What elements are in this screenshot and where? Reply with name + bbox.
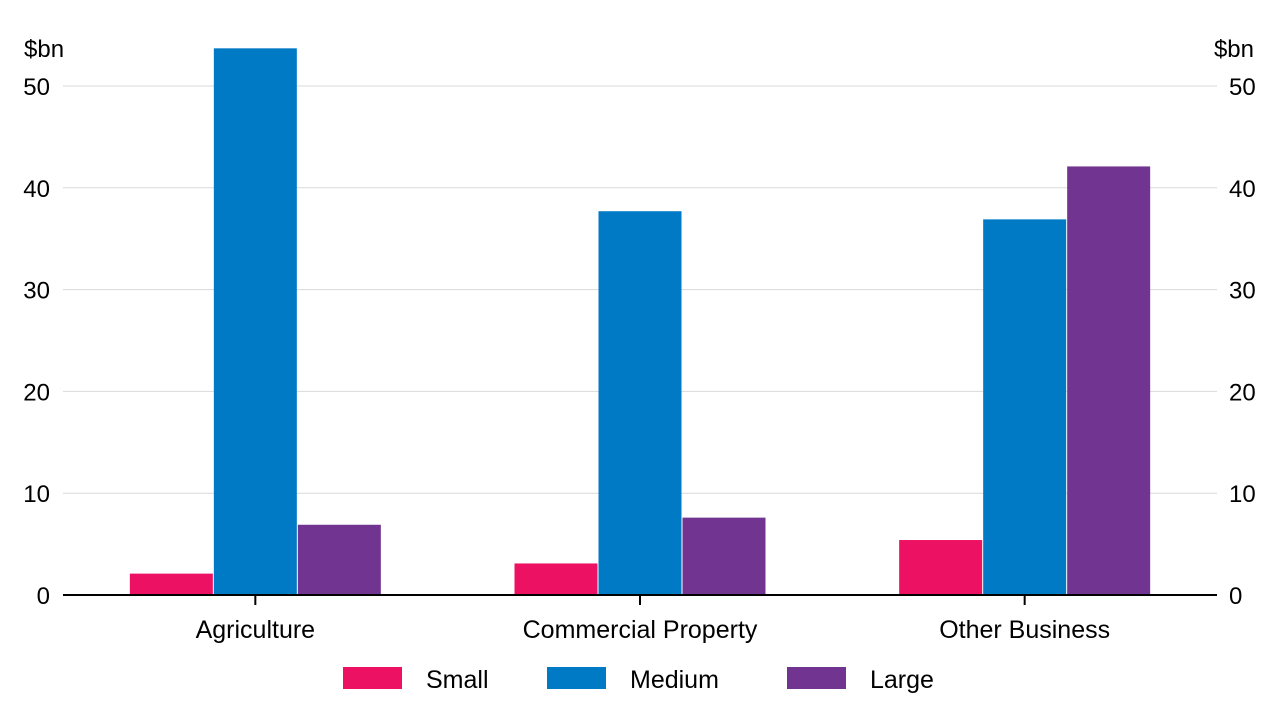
y-tick-label-right: 40: [1229, 176, 1256, 203]
y-tick-label-left: 0: [37, 583, 50, 610]
y-axis-left-ticks: 0 10 20 30 40 50: [23, 74, 50, 610]
x-axis-ticks: [254, 595, 1026, 605]
bar-small-other-business: [899, 540, 983, 595]
y-tick-label-left: 30: [23, 278, 50, 305]
bar-large-agriculture: [297, 524, 381, 595]
y-axis-left-unit: $bn: [24, 36, 64, 63]
y-axis-right-ticks: 0 10 20 30 40 50: [1229, 74, 1256, 610]
legend-swatch-medium: [547, 667, 606, 689]
category-label: Commercial Property: [523, 616, 758, 644]
legend: Small Medium Large: [343, 666, 934, 694]
y-tick-label-left: 20: [23, 379, 50, 406]
category-labels: Agriculture Commercial Property Other Busi…: [196, 616, 1111, 644]
bar-small-commercial-property: [514, 563, 598, 595]
legend-label-medium: Medium: [630, 666, 719, 694]
bars: [129, 48, 1151, 596]
y-tick-label-right: 20: [1229, 379, 1256, 406]
bar-large-commercial-property: [682, 517, 766, 595]
y-tick-label-right: 50: [1229, 74, 1256, 101]
legend-label-small: Small: [426, 666, 489, 694]
y-tick-label-left: 40: [23, 176, 50, 203]
bar-medium-agriculture: [213, 48, 297, 596]
y-tick-label-left: 10: [23, 481, 50, 508]
category-label: Agriculture: [196, 616, 316, 644]
y-tick-label-right: 0: [1229, 583, 1242, 610]
legend-swatch-large: [787, 667, 846, 689]
y-axis-right-unit: $bn: [1214, 36, 1254, 63]
legend-label-large: Large: [870, 666, 934, 694]
y-tick-label-right: 10: [1229, 481, 1256, 508]
legend-swatch-small: [343, 667, 402, 689]
bar-large-other-business: [1067, 166, 1151, 595]
category-label: Other Business: [939, 616, 1110, 644]
bar-medium-other-business: [983, 219, 1067, 595]
bar-small-agriculture: [129, 573, 213, 595]
y-tick-label-right: 30: [1229, 278, 1256, 305]
bar-medium-commercial-property: [598, 211, 682, 596]
y-tick-label-left: 50: [23, 74, 50, 101]
